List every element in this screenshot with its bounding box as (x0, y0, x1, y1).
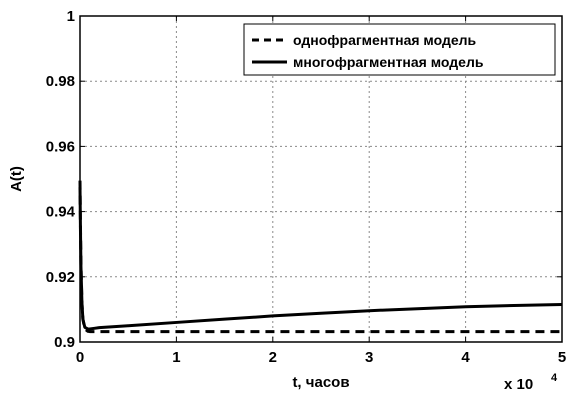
legend-label-single: однофрагментная модель (293, 32, 477, 48)
series-line-multi-fragment (78, 187, 563, 331)
x-tick-label: 3 (365, 349, 373, 366)
y-tick-label: 0.98 (46, 73, 75, 90)
series-layer (78, 180, 563, 334)
y-tick-label: 0.9 (54, 334, 75, 351)
legend-label-multi: многофрагментная модель (293, 54, 484, 70)
y-tick-label: 0.96 (46, 138, 75, 155)
grid (80, 16, 562, 342)
x-tick-label: 1 (172, 349, 180, 366)
x-tick-label: 0 (76, 349, 84, 366)
x-tick-label: 2 (269, 349, 277, 366)
plot-frame (79, 15, 563, 343)
y-tick-label: 0.92 (46, 269, 75, 286)
x-axis-title: t, часов (292, 374, 349, 391)
ticks: 0 1 2 3 4 5 0.9 0.92 0.94 0.96 0.98 1 (46, 8, 566, 366)
x-tick-label: 5 (558, 349, 566, 366)
legend-box (243, 23, 556, 76)
x-multiplier: x 10 4 (504, 372, 558, 393)
x-tick-label: 4 (461, 349, 470, 366)
y-axis-title: A(t) (8, 166, 25, 192)
x-multiplier-text: x 10 (504, 376, 533, 393)
series-line-single-fragment (78, 180, 562, 334)
y-tick-label: 0.94 (46, 204, 76, 221)
y-tick-label: 1 (67, 8, 75, 25)
legend: однофрагментная модель многофрагментная … (243, 23, 556, 76)
x-multiplier-exponent: 4 (551, 372, 558, 384)
